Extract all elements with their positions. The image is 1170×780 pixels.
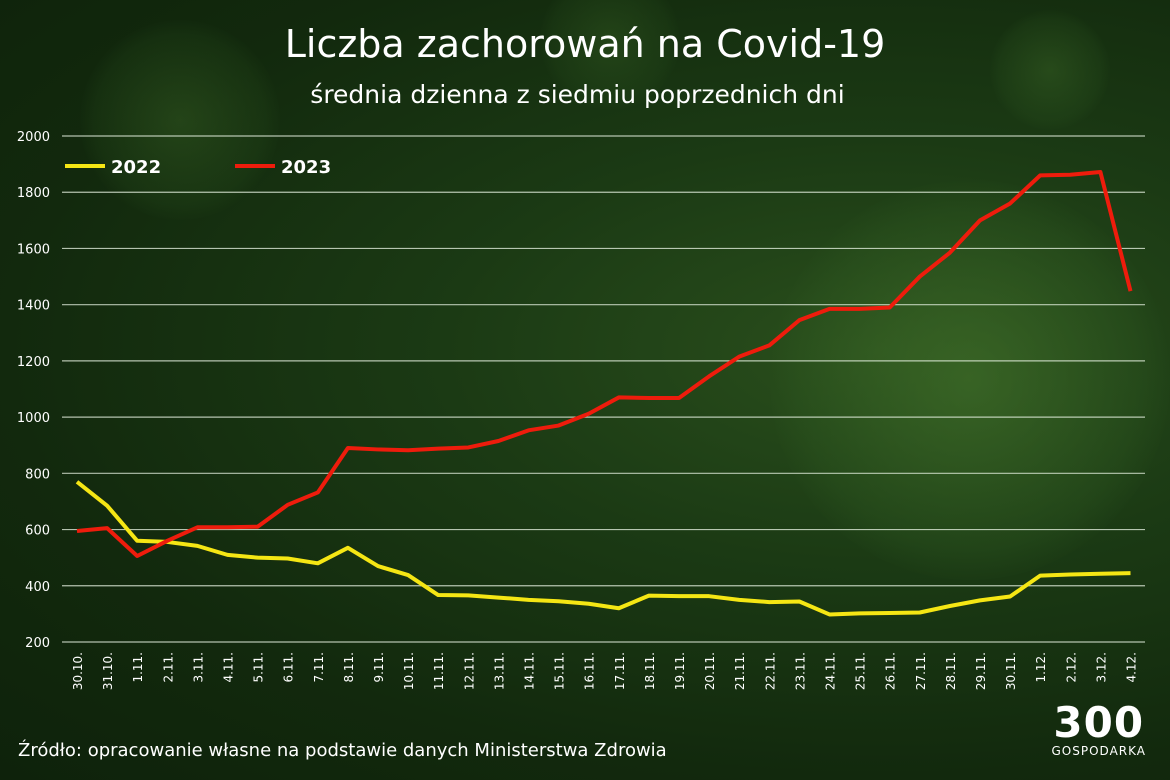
- virus-decoration: [770, 180, 1170, 580]
- series-line-2023: [76, 169, 1133, 558]
- x-tick-label: 20.11.: [703, 652, 717, 690]
- x-tick-label: 6.11.: [282, 652, 296, 683]
- x-tick-label: 29.11.: [974, 652, 988, 690]
- x-tick-label: 3.11.: [191, 652, 205, 683]
- x-tick-label: 10.11.: [402, 652, 416, 690]
- x-tick-label: 5.11.: [252, 652, 266, 683]
- x-tick-label: 1.12.: [1034, 652, 1048, 683]
- chart-title: Liczba zachorowań na Covid-19: [284, 22, 886, 66]
- x-tick-label: 30.11.: [1004, 652, 1018, 690]
- x-tick-label: 22.11.: [763, 652, 777, 690]
- x-tick-label: 8.11.: [342, 652, 356, 683]
- y-tick-label: 800: [25, 467, 50, 482]
- x-tick-label: 9.11.: [372, 652, 386, 683]
- y-tick-label: 1000: [17, 411, 50, 426]
- legend-label-2022: 2022: [111, 157, 161, 178]
- logo: 300 GOSPODARKA: [1051, 698, 1147, 759]
- x-tick-label: 13.11.: [492, 652, 506, 690]
- y-tick-label: 2000: [17, 130, 50, 145]
- y-tick-label: 1800: [17, 186, 50, 201]
- chart-subtitle: średnia dzienna z siedmiu poprzednich dn…: [310, 80, 845, 109]
- y-tick-label: 400: [25, 580, 50, 595]
- x-tick-label: 19.11.: [673, 652, 687, 690]
- x-tick-label: 2.12.: [1064, 652, 1078, 683]
- y-tick-label: 1400: [17, 299, 50, 314]
- y-tick-label: 200: [25, 636, 50, 651]
- x-tick-label: 31.10.: [101, 652, 115, 690]
- x-tick-label: 7.11.: [312, 652, 326, 683]
- x-tick-label: 3.12.: [1094, 652, 1108, 683]
- x-tick-label: 2.11.: [161, 652, 175, 683]
- x-tick-label: 27.11.: [914, 652, 928, 690]
- x-tick-label: 4.12.: [1125, 652, 1139, 683]
- logo-text: GOSPODARKA: [1051, 744, 1146, 758]
- x-tick-label: 1.11.: [131, 652, 145, 683]
- source-note: Źródło: opracowanie własne na podstawie …: [18, 740, 667, 761]
- y-tick-label: 600: [25, 524, 50, 539]
- x-tick-label: 21.11.: [733, 652, 747, 690]
- x-tick-label: 30.10.: [71, 652, 85, 690]
- x-tick-label: 11.11.: [432, 652, 446, 690]
- x-tick-label: 17.11.: [613, 652, 627, 690]
- x-tick-label: 24.11.: [824, 652, 838, 690]
- x-tick-label: 26.11.: [884, 652, 898, 690]
- virus-decoration: [990, 10, 1110, 130]
- series-line-2022: [75, 480, 1131, 617]
- x-tick-label: 18.11.: [643, 652, 657, 690]
- x-tick-label: 15.11.: [553, 652, 567, 690]
- x-tick-label: 16.11.: [583, 652, 597, 690]
- virus-decoration: [540, 0, 680, 110]
- x-tick-label: 14.11.: [523, 652, 537, 690]
- x-tick-label: 23.11.: [793, 652, 807, 690]
- legend-label-2023: 2023: [281, 157, 331, 178]
- y-tick-label: 1600: [17, 242, 50, 257]
- x-tick-label: 25.11.: [854, 652, 868, 690]
- logo-number: 300: [1053, 698, 1145, 747]
- x-tick-label: 28.11.: [944, 652, 958, 690]
- x-tick-label: 12.11.: [462, 652, 476, 690]
- virus-decoration: [80, 20, 280, 220]
- x-tick-label: 4.11.: [222, 652, 236, 683]
- y-tick-label: 1200: [17, 355, 50, 370]
